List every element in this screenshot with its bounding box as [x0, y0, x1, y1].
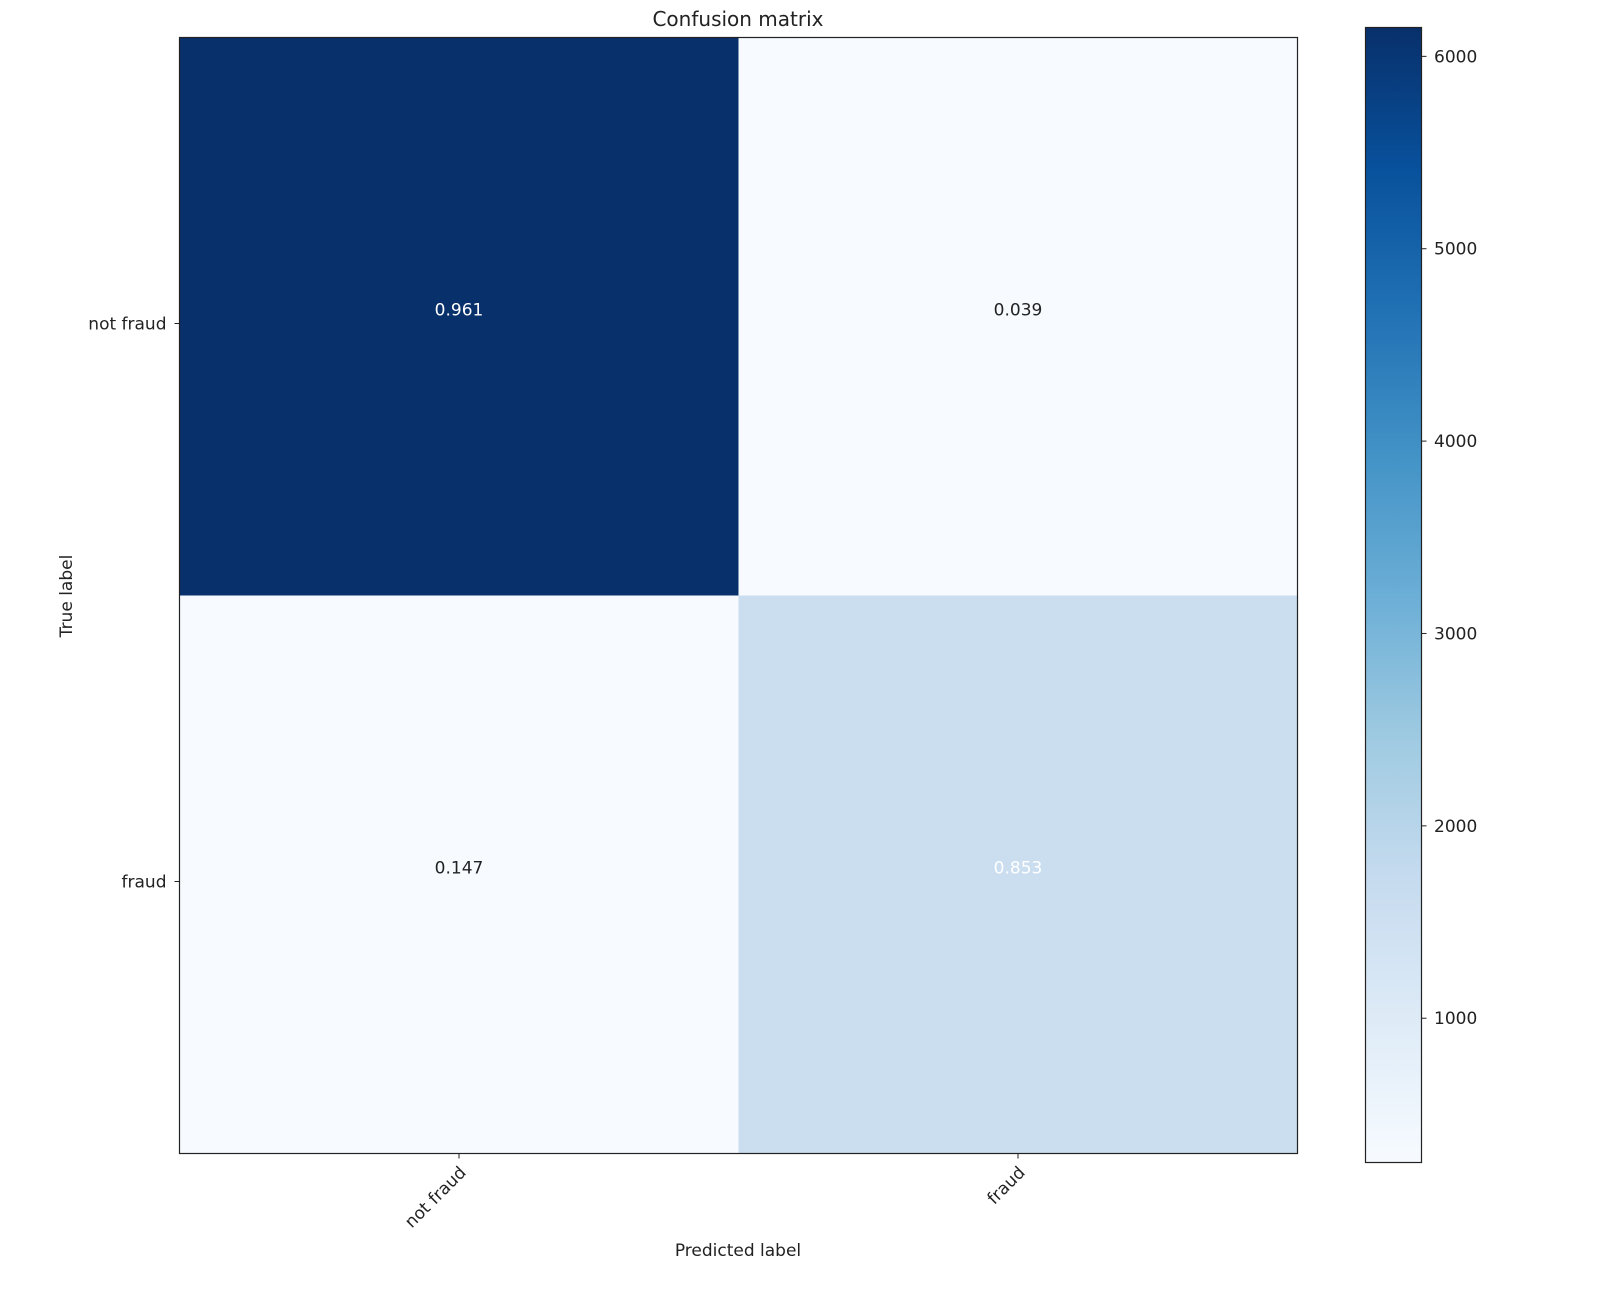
colorbar	[1364, 26, 1423, 1164]
colorbar-tick-label: 4000	[1434, 432, 1477, 452]
y-axis-label: True label	[57, 555, 77, 639]
x-ticks: not fraud fraud	[401, 1153, 1030, 1232]
y-ticks: not fraud fraud	[88, 315, 180, 893]
colorbar-ticks: 1000 2000 3000 4000 5000 6000	[1421, 47, 1477, 1029]
colorbar-tick-label: 5000	[1434, 240, 1477, 260]
chart-title: Confusion matrix	[652, 7, 823, 31]
colorbar-tick-label: 1000	[1434, 1009, 1477, 1029]
cell-value-label: 0.853	[994, 859, 1043, 879]
x-tick-label: not fraud	[401, 1163, 470, 1232]
heatmap-cells: 0.961 0.039 0.147 0.853	[179, 37, 1298, 1154]
colorbar-tick-label: 6000	[1434, 47, 1477, 67]
plot-frame	[178, 36, 1299, 1155]
heatmap-cell	[179, 37, 739, 596]
heatmap-cell	[179, 595, 739, 1154]
heatmap-cell	[738, 595, 1298, 1154]
colorbar-tick-label: 3000	[1434, 624, 1477, 644]
y-tick-label: fraud	[122, 873, 167, 893]
cell-value-label: 0.147	[435, 859, 484, 879]
cell-value-label: 0.039	[994, 301, 1043, 321]
heatmap-cell	[738, 37, 1298, 596]
x-axis-label: Predicted label	[675, 1241, 801, 1261]
x-tick-label: fraud	[984, 1163, 1030, 1209]
y-tick-label: not fraud	[88, 315, 166, 335]
colorbar-tick-label: 2000	[1434, 817, 1477, 837]
cell-value-label: 0.961	[435, 301, 484, 321]
